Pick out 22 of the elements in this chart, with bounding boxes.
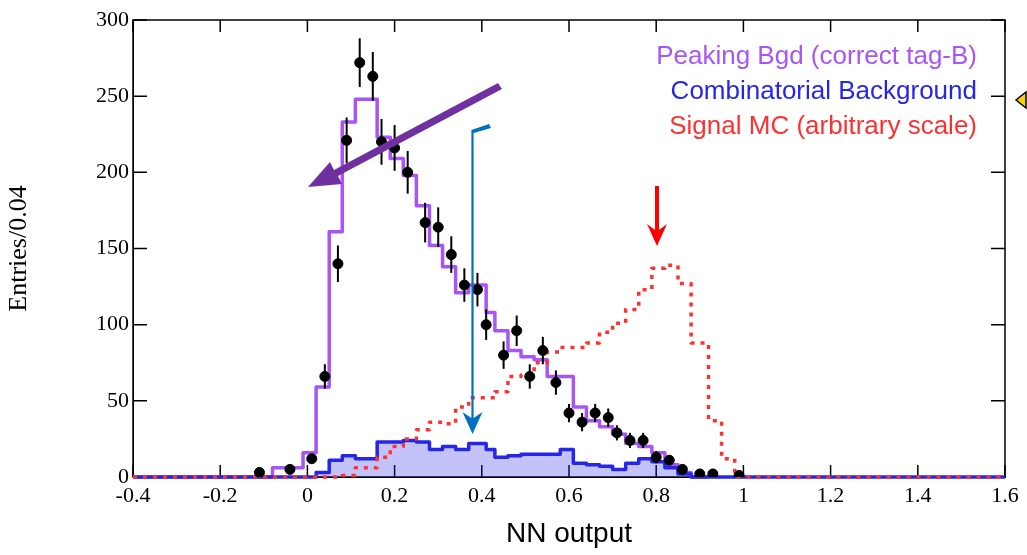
text: Signal MC (arbitrary scale) bbox=[668, 109, 977, 142]
x-tick-label: 1.2 bbox=[816, 481, 845, 507]
x-axis-title: NN output bbox=[505, 516, 633, 548]
y-axis-title: Entries/0.04 bbox=[3, 185, 33, 312]
x-tick-label: 0.6 bbox=[555, 481, 583, 507]
y-tick-label: 150 bbox=[96, 234, 129, 260]
x-tick-label: 1 bbox=[737, 481, 749, 507]
y-tick-label: 300 bbox=[96, 5, 129, 31]
y-tick-label: 0 bbox=[118, 462, 129, 488]
x-tick-label: 0.4 bbox=[468, 481, 496, 507]
x-tick-label: 1.6 bbox=[991, 481, 1019, 507]
x-tick-label: 0 bbox=[301, 481, 313, 507]
text: Combinatorial Background bbox=[669, 74, 977, 107]
x-tick-label: 0.2 bbox=[380, 481, 409, 507]
text: Peaking Bgd (correct tag-B) bbox=[656, 39, 977, 72]
x-tick-label: 0.8 bbox=[642, 481, 670, 507]
y-tick-label: 50 bbox=[107, 386, 129, 412]
y-tick-label: 200 bbox=[96, 158, 129, 184]
x-tick-label: 1.4 bbox=[904, 481, 932, 507]
y-tick-label: 250 bbox=[96, 81, 129, 107]
x-tick-label: -0.2 bbox=[202, 481, 238, 507]
y-tick-label: 100 bbox=[96, 310, 129, 336]
